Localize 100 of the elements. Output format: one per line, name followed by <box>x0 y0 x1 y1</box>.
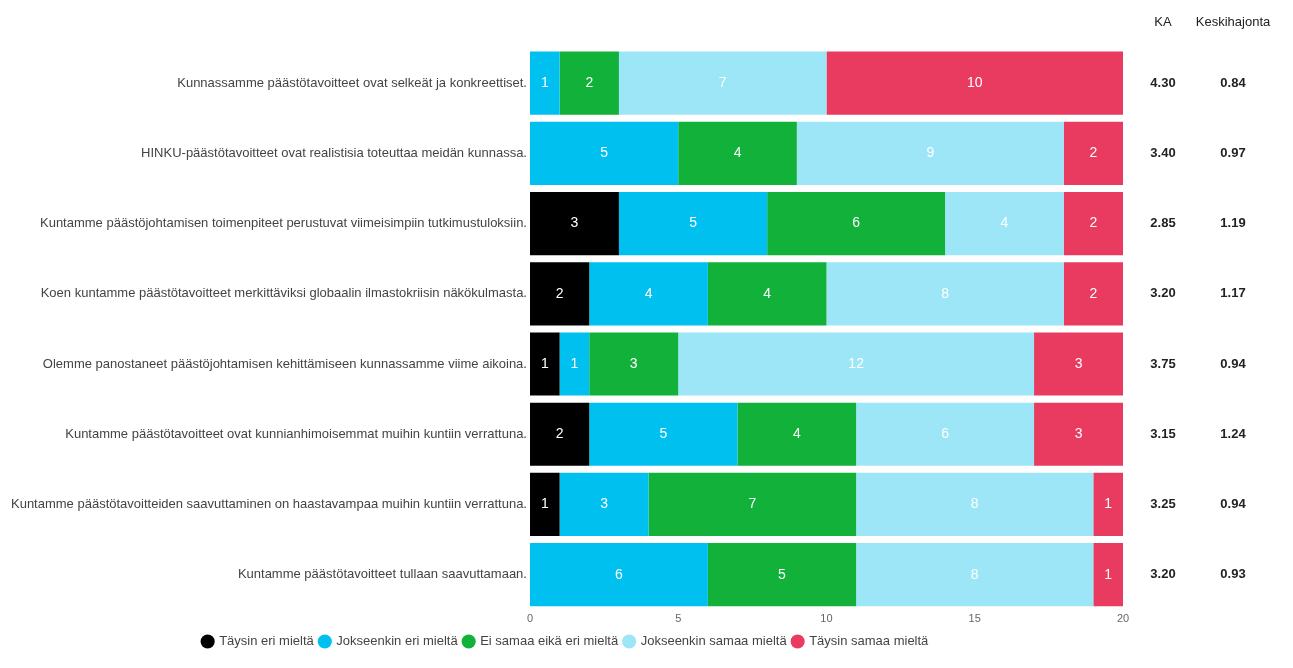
data-label: 9 <box>926 144 935 161</box>
text: 3.20 <box>1150 566 1176 582</box>
data-label: 3 <box>570 214 579 231</box>
data-label: 8 <box>970 495 979 512</box>
bar <box>945 191 1064 256</box>
bar <box>529 402 590 466</box>
bar <box>529 121 679 185</box>
bar <box>1034 402 1123 466</box>
text: 3.15 <box>1150 425 1176 441</box>
data-label: 2 <box>1089 214 1098 231</box>
x-tick-label: 15 <box>968 612 981 625</box>
bar <box>678 332 1035 396</box>
data-label: 5 <box>659 425 668 442</box>
bar <box>1063 191 1123 256</box>
bar <box>589 332 679 396</box>
data-label: 12 <box>848 354 865 371</box>
data-label: 3 <box>1074 354 1083 371</box>
x-tick-label: 20 <box>1116 612 1130 625</box>
data-label: 8 <box>970 565 979 582</box>
text: KA <box>1154 13 1172 29</box>
data-label: 2 <box>1089 144 1098 161</box>
bar <box>737 402 857 466</box>
data-label: 5 <box>778 565 787 582</box>
text: 0.84 <box>1220 74 1247 90</box>
bar <box>529 191 619 256</box>
bar <box>767 191 946 256</box>
data-label: 6 <box>941 425 950 442</box>
legend-label: Ei samaa eikä eri mieltä <box>480 633 619 649</box>
bar <box>707 262 827 326</box>
bar <box>1034 332 1123 396</box>
bar <box>529 332 560 396</box>
data-label: 1 <box>540 354 549 371</box>
bar <box>589 262 708 326</box>
text: 0.94 <box>1220 496 1247 512</box>
text: 2.85 <box>1150 215 1176 231</box>
data-label: 7 <box>718 73 727 90</box>
bar <box>618 51 827 115</box>
data-label: 1 <box>540 495 549 512</box>
legend-label: Täysin samaa mieltä <box>809 633 930 649</box>
bar <box>589 402 738 466</box>
x-tick-label: 5 <box>675 612 682 625</box>
y-tick-label: Kuntamme päästötavoitteet tullaan saavuttamaan. <box>237 566 527 582</box>
bar <box>856 472 1094 537</box>
legend-label: Jokseenkin samaa mieltä <box>640 633 788 649</box>
x-tick-label: 10 <box>820 612 833 625</box>
bar <box>856 402 1035 466</box>
data-label: 3 <box>1074 425 1083 442</box>
data-label: 2 <box>555 425 564 442</box>
bar <box>856 543 1094 607</box>
text: 0.93 <box>1220 566 1246 582</box>
y-tick-label: Kunnassamme päästötavoitteet ovat selkeät ja konkreettiset. <box>177 74 527 90</box>
text: Keskihajonta <box>1195 13 1271 29</box>
text: 1.17 <box>1220 285 1246 301</box>
bar <box>1093 543 1123 607</box>
y-tick-label: Kuntamme päästöjohtamisen toimenpiteet perustuvat viimeisimpiin tutkimustuloksiin. <box>39 215 527 231</box>
data-label: 6 <box>615 565 624 582</box>
data-label: 2 <box>585 73 594 90</box>
data-label: 1 <box>1104 565 1113 582</box>
bar <box>559 51 619 115</box>
bar <box>1063 262 1123 326</box>
data-label: 7 <box>748 495 757 512</box>
bar <box>618 191 768 256</box>
data-label: 1 <box>540 73 549 90</box>
bar <box>559 472 649 537</box>
bar <box>529 472 560 537</box>
bar <box>826 51 1123 115</box>
bar <box>1063 121 1123 185</box>
legend-label: Täysin eri mieltä <box>219 633 315 649</box>
data-label: 2 <box>1089 284 1098 301</box>
data-label: 4 <box>763 284 772 301</box>
bar <box>707 543 857 607</box>
data-label: 1 <box>570 354 579 371</box>
y-tick-label: Olemme panostaneet päästöjohtamisen kehittämiseen kunnassamme viime aikoina. <box>42 355 527 371</box>
y-tick-label: HINKU-päästötavoitteet ovat realistisia toteuttaa meidän kunnassa. <box>141 144 527 160</box>
data-label: 6 <box>852 214 861 231</box>
bar <box>529 51 560 115</box>
data-label: 4 <box>792 425 801 442</box>
bar <box>529 262 590 326</box>
x-tick-label: 0 <box>526 612 534 625</box>
bar <box>1093 472 1123 537</box>
data-label: 8 <box>941 284 950 301</box>
bar <box>678 121 797 185</box>
text: 3.75 <box>1150 355 1176 371</box>
text: 0.97 <box>1220 144 1246 160</box>
data-label: 4 <box>1000 214 1009 231</box>
text: 3.40 <box>1150 144 1176 160</box>
y-tick-label: Kuntamme päästötavoitteet ovat kunnianhimoisemmat muihin kuntiin verrattuna. <box>65 425 527 441</box>
bar <box>648 472 857 537</box>
data-label: 4 <box>644 284 653 301</box>
text: 1.24 <box>1220 425 1247 441</box>
text: 0.94 <box>1220 355 1247 371</box>
data-label: 3 <box>629 354 638 371</box>
bar <box>529 543 708 607</box>
data-label: 1 <box>1104 495 1113 512</box>
legend-label: Jokseenkin eri mieltä <box>336 633 459 649</box>
y-tick-label: Kuntamme päästötavoitteiden saavuttaminen on haastavampaa muihin kuntiin verrattuna. <box>10 496 527 512</box>
data-label: 4 <box>733 144 742 161</box>
text: 3.25 <box>1150 496 1176 512</box>
text: 3.20 <box>1150 285 1176 301</box>
text: 1.19 <box>1220 215 1246 231</box>
